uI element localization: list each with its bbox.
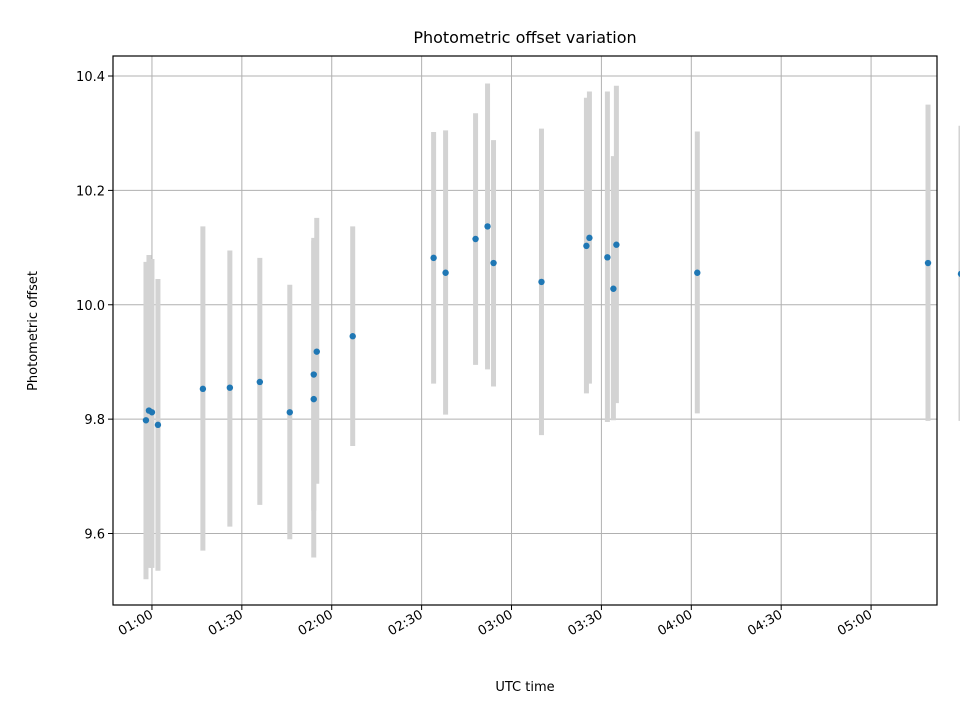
data-point bbox=[957, 270, 960, 277]
y-tick-label: 9.6 bbox=[84, 528, 105, 543]
data-point bbox=[472, 235, 479, 243]
data-point bbox=[442, 269, 449, 276]
data-point bbox=[349, 333, 356, 340]
data-point bbox=[199, 385, 207, 393]
data-point bbox=[226, 384, 234, 391]
data-point bbox=[490, 259, 497, 267]
data-point bbox=[286, 409, 293, 416]
y-tick-label: 10.2 bbox=[76, 184, 105, 199]
data-point bbox=[583, 242, 590, 250]
data-point bbox=[313, 348, 320, 355]
y-tick-label: 9.8 bbox=[84, 413, 105, 428]
data-point bbox=[142, 417, 150, 424]
data-point bbox=[610, 285, 617, 292]
data-point bbox=[484, 223, 491, 230]
data-point bbox=[613, 241, 620, 248]
data-point bbox=[310, 395, 317, 403]
data-point bbox=[924, 259, 932, 267]
data-point bbox=[154, 421, 162, 429]
y-tick-label: 10.4 bbox=[76, 70, 105, 85]
data-points bbox=[142, 223, 960, 429]
y-axis-ticks: 9.6 9.8 10.0 10.2 10.4 bbox=[76, 70, 113, 543]
plot-area-frame bbox=[112, 55, 938, 606]
data-point bbox=[538, 278, 545, 286]
y-axis-label: Photometric offset bbox=[26, 271, 41, 391]
data-point bbox=[310, 371, 317, 378]
data-point bbox=[256, 378, 264, 386]
grid bbox=[113, 56, 937, 605]
data-point bbox=[148, 409, 156, 416]
data-point bbox=[430, 254, 437, 262]
chart-title: Photometric offset variation bbox=[413, 28, 636, 47]
x-axis-label: UTC time bbox=[495, 680, 554, 695]
y-tick-label: 10.0 bbox=[76, 299, 105, 314]
data-point bbox=[586, 234, 593, 242]
data-point bbox=[604, 254, 611, 261]
data-point bbox=[694, 269, 701, 276]
